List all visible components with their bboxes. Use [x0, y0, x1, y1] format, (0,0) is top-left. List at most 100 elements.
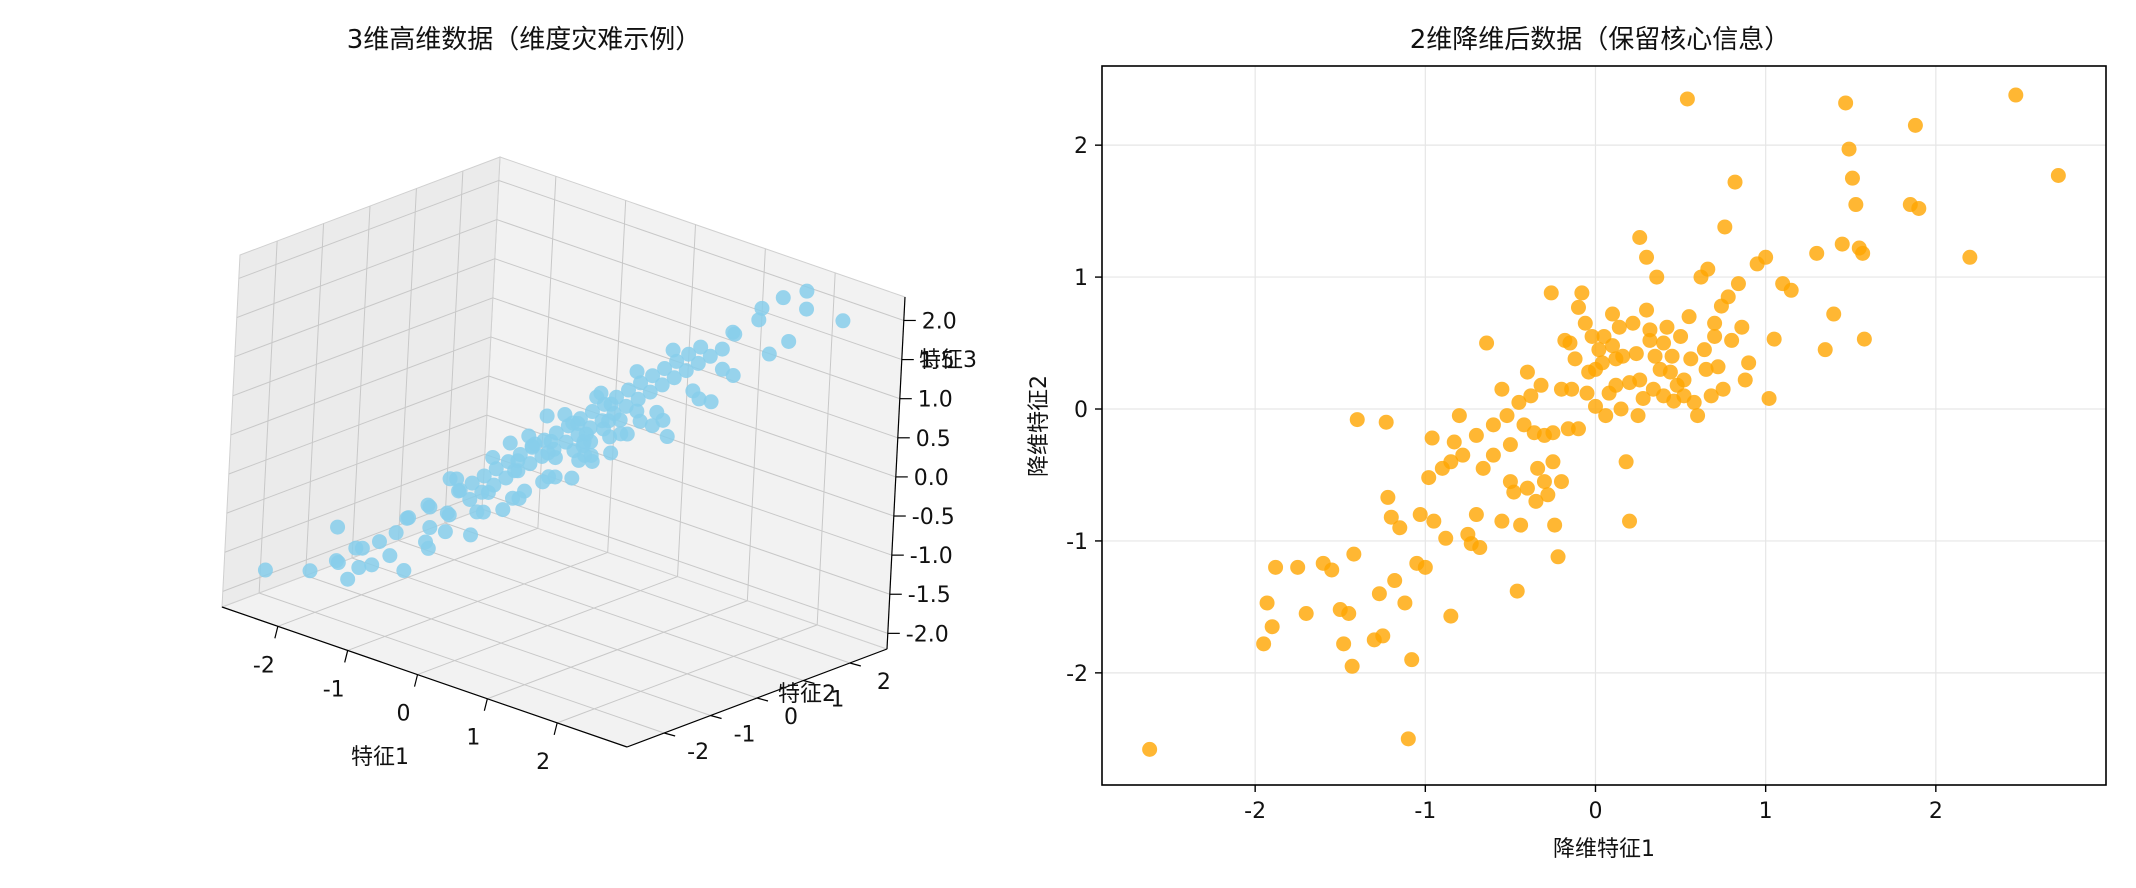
scatter-point-3d — [578, 426, 594, 442]
scatter-point-2d — [1662, 364, 1678, 380]
scatter-point-2d — [1766, 331, 1782, 347]
scatter-point-2d — [1511, 394, 1527, 410]
scatter-point-2d — [1659, 319, 1675, 335]
scatter-point-3d — [654, 377, 670, 393]
scatter-point-3d — [502, 435, 518, 451]
scatter-point-3d — [642, 384, 658, 400]
scatter-point-2d — [1336, 636, 1352, 652]
z-tick-label-3d: 1.5 — [920, 349, 955, 374]
scatter-point-2d — [1570, 299, 1586, 315]
z-gridline-3d — [238, 179, 499, 279]
z-tick-label-3d: -2.0 — [906, 622, 949, 647]
scatter-point-2d — [1421, 470, 1437, 486]
scatter-point-2d — [1848, 197, 1864, 213]
scatter-point-2d — [1475, 460, 1491, 476]
3d-axis-ticks: -2 -1 0 1 2 -2 -1 0 1 2 -2.0 -1.5 -1.0 -0.5 0.0 0.5 1.0 1… — [221, 296, 957, 775]
scatter-point-2d — [1809, 245, 1825, 261]
scatter-point-2d — [1618, 454, 1634, 470]
x-tick-label-3d: 0 — [397, 702, 411, 727]
scatter-point-2d — [1686, 394, 1702, 410]
scatter-point-2d — [1710, 359, 1726, 375]
y-tick-label-2d: 1 — [1074, 266, 1088, 291]
scatter-point-2d — [1598, 408, 1614, 424]
y-gridline-3d — [444, 522, 851, 664]
x-tick-label-2d: -2 — [1244, 799, 1266, 824]
scatter-point-3d — [570, 415, 586, 431]
2d-grid — [1102, 66, 2106, 785]
scatter-point-2d — [1642, 322, 1658, 338]
scatter-point-3d — [348, 540, 364, 556]
scatter-point-3d — [504, 490, 520, 506]
scatter-point-2d — [1856, 331, 1872, 347]
scatter-point-3d — [495, 502, 511, 518]
z-tick-label-3d: 1.0 — [918, 388, 953, 413]
scatter-point-2d — [1375, 628, 1391, 644]
scatter-point-3d — [469, 504, 485, 520]
scatter-point-2d — [1519, 480, 1535, 496]
z-gridline-3d — [224, 453, 485, 553]
scatter-point-2d — [1717, 219, 1733, 235]
scatter-point-3d — [645, 368, 661, 384]
scatter-point-3d — [547, 450, 563, 466]
scatter-point-2d — [1380, 489, 1396, 505]
scatter-point-3d — [500, 454, 516, 470]
scatter-point-2d — [1324, 562, 1340, 578]
scatter-point-2d — [1485, 417, 1501, 433]
scatter-point-2d — [1587, 361, 1603, 377]
scatter-point-2d — [1613, 401, 1629, 417]
y-tick-label-2d: -1 — [1066, 530, 1088, 555]
scatter-point-2d — [1426, 513, 1442, 529]
scatter-point-2d — [1656, 335, 1672, 351]
scatter-point-2d — [1696, 342, 1712, 358]
scatter-point-2d — [1761, 390, 1777, 406]
scatter-point-2d — [1494, 513, 1510, 529]
axis-spine-3d — [626, 648, 888, 748]
scatter-point-3d — [420, 497, 436, 513]
scatter-point-3d — [488, 461, 504, 477]
scatter-point-3d — [781, 333, 797, 349]
scatter-point-3d — [633, 375, 649, 391]
scatter-point-2d — [1632, 230, 1648, 246]
y-tick-label-2d: -2 — [1066, 662, 1088, 687]
scatter-point-3d — [678, 363, 694, 379]
scatter-point-2d — [1502, 437, 1518, 453]
scatter-point-2d — [1817, 342, 1833, 358]
scatter-point-3d — [690, 355, 706, 371]
scatter-point-2d — [1639, 249, 1655, 265]
scatter-point-2d — [1371, 586, 1387, 602]
scatter-point-2d — [1256, 636, 1272, 652]
y-tick-label-3d: -2 — [687, 740, 709, 765]
scatter-point-3d — [751, 312, 767, 328]
scatter-point-2d — [1412, 507, 1428, 523]
y-tick-label-3d: -1 — [734, 723, 756, 748]
scatter-point-2d — [1259, 595, 1275, 611]
axis-spine-3d — [886, 296, 906, 650]
scatter-point-3d — [522, 456, 538, 472]
x-tick-label-3d: 1 — [466, 726, 480, 751]
chart-title-3d: 3维高维数据（维度灾难示例） — [347, 25, 702, 55]
2d-scatter-points — [1142, 87, 2066, 757]
scatter-point-3d — [775, 290, 791, 306]
y-tick-label-2d: 0 — [1074, 398, 1088, 423]
scatter-point-2d — [1540, 487, 1556, 503]
scatter-point-2d — [1676, 372, 1692, 388]
scatter-point-3d — [657, 361, 673, 377]
scatter-point-2d — [1698, 361, 1714, 377]
scatter-point-3d — [630, 391, 646, 407]
scatter-point-2d — [1290, 559, 1306, 575]
scatter-point-2d — [1468, 427, 1484, 443]
scatter-point-2d — [1341, 605, 1357, 621]
scatter-point-2d — [1519, 364, 1535, 380]
scatter-point-3d — [589, 389, 605, 405]
scatter-point-2d — [1707, 328, 1723, 344]
scatter-point-2d — [1509, 583, 1525, 599]
scatter-point-3d — [584, 404, 600, 420]
scatter-point-2d — [1707, 315, 1723, 331]
x-tick-mark-3d — [413, 674, 419, 687]
scatter-point-3d — [548, 425, 564, 441]
scatter-point-3d — [669, 353, 685, 369]
scatter-point-2d — [1703, 388, 1719, 404]
scatter-point-3d — [575, 438, 591, 454]
scatter-point-3d — [761, 346, 777, 362]
